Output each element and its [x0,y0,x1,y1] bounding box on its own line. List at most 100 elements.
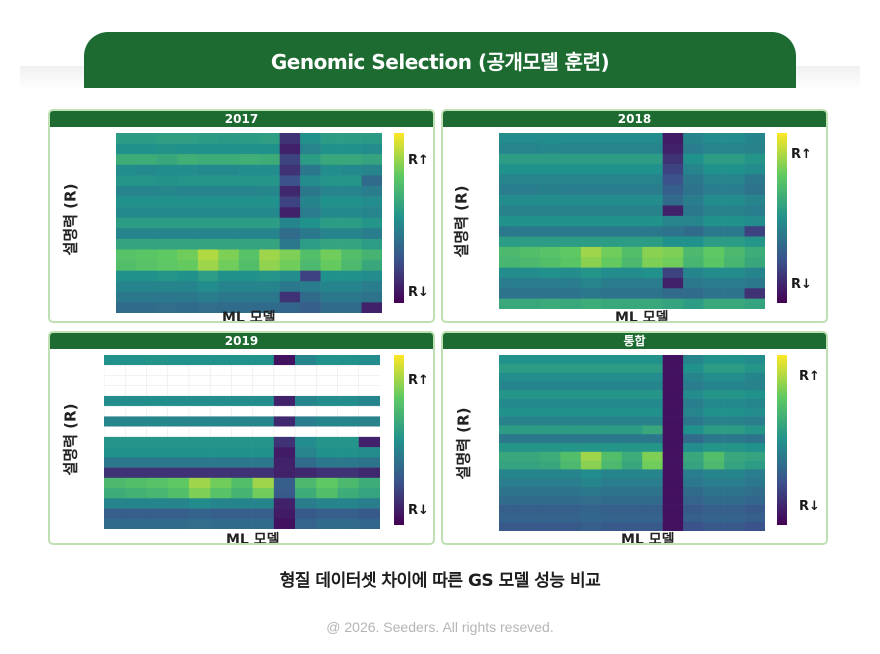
heatmap-cell [642,153,663,165]
heatmap-cell [580,407,602,417]
heatmap-cell [580,399,602,409]
heatmap-cell [252,405,275,417]
r-low-label-2018: R↓ [791,277,812,292]
heatmap-cell [601,451,623,461]
heatmap-cell [601,504,623,514]
heatmap-cell [238,270,260,282]
heatmap-cell [744,504,765,514]
heatmap-cell [662,174,684,186]
heatmap-cell [358,447,380,458]
heatmap-cell [519,226,541,237]
heatmap-cell [621,164,643,175]
heatmap-cell [683,236,704,248]
heatmap-cell [177,143,199,155]
heatmap-cell [177,154,199,166]
heatmap-cell [197,154,219,166]
heatmap-cell [156,238,178,250]
heatmap-cell [560,399,582,409]
heatmap-cell [683,522,704,531]
heatmap-cell [167,416,190,427]
heatmap-cell [273,375,296,387]
heatmap-cell [279,270,301,282]
heatmap-cell [519,434,541,444]
heatmap-cell [337,395,360,407]
heatmap-2019 [104,355,380,529]
heatmap-cell [580,133,602,144]
heatmap-cell [197,217,219,229]
heatmap-cell [125,395,147,407]
heatmap-cell [703,215,725,227]
heatmap-cell [519,372,541,382]
heatmap-cell [560,407,582,417]
heatmap-cell [252,498,275,509]
heatmap-cell [295,395,317,407]
heatmap-cell [580,443,602,453]
heatmap-cell [361,196,382,208]
heatmap-cell [188,364,211,377]
heatmap-cell [662,513,684,523]
heatmap-cell [341,196,362,208]
heatmap-cell [252,518,275,529]
heatmap-cell [125,477,147,489]
heatmap-cell [642,504,663,514]
heatmap-cell [683,407,704,417]
heatmap-cell [724,381,745,391]
heatmap-cell [273,447,296,458]
heatmap-cell [341,238,362,250]
heatmap-cell [683,226,704,237]
heatmap-cell [210,508,232,520]
heatmap-cell [724,487,745,497]
heatmap-cell [683,469,704,479]
heatmap-cell [252,467,275,479]
heatmap-cell [724,153,745,165]
heatmap-cell [231,436,253,448]
heatmap-cell [560,434,582,444]
heatmap-cell [231,385,254,397]
heatmap-cell [316,395,338,407]
heatmap-cell [218,302,240,313]
heatmap-cell [279,164,301,176]
heatmap-cell [560,513,582,523]
heatmap-cell [621,469,643,479]
heatmap-cell [146,518,168,529]
heatmap-cell [560,153,582,165]
heatmap-cell [337,426,360,438]
heatmap-cell [218,185,240,197]
heatmap-cell [167,477,190,489]
heatmap-cell [499,487,520,497]
heatmap-cell [580,226,602,237]
heatmap-cell [744,495,765,505]
heatmap-cell [146,508,168,520]
heatmap-cell [539,460,561,470]
heatmap-cell [146,467,168,479]
heatmap-cell [273,518,296,529]
heatmap-cell [124,426,148,438]
heatmap-cell [539,443,561,453]
r-high-label-2019: R↑ [408,373,429,388]
heatmap-cell [125,457,147,468]
heatmap-cell [146,477,168,489]
heatmap-cell [642,434,663,444]
heatmap-cell [621,355,643,365]
heatmap-cell [218,175,240,187]
heatmap-cell [104,498,126,509]
heatmap-cell [601,236,623,248]
heatmap-cell [560,143,582,154]
heatmap-cell [724,355,745,365]
heatmap-cell [560,257,582,268]
heatmap-cell [662,443,684,453]
heatmap-cell [136,164,158,176]
heatmap-cell [703,133,725,144]
heatmap-cell [683,416,704,426]
heatmap-cell [519,478,541,488]
heatmap-cell [642,205,663,217]
heatmap-cell [167,498,190,509]
heatmap-cell [136,238,158,250]
heatmap-cell [361,228,382,240]
heatmap-cell [724,226,745,237]
heatmap-cell [218,207,240,219]
heatmap-cell [580,267,602,279]
heatmap-cell [724,513,745,523]
heatmap-cell [499,267,520,279]
heatmap-cell [136,249,158,261]
